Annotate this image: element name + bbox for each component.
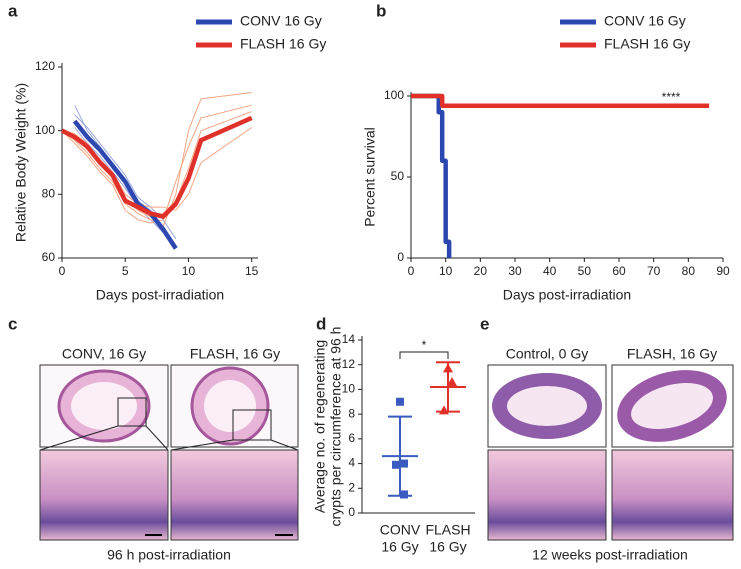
y-tick-label: 12: [342, 357, 356, 371]
series-line: [411, 93, 452, 258]
x-tick-label: 16 Gy: [381, 539, 418, 555]
x-tick-label: 20: [474, 264, 488, 278]
x-tick-label: 30: [508, 264, 522, 278]
y-tick-label: 100: [384, 88, 404, 102]
x-tick-label: 70: [647, 264, 661, 278]
image-title: FLASH, 16 Gy: [627, 346, 717, 362]
x-tick-label: 60: [612, 264, 626, 278]
y-tick-label: 8: [348, 406, 355, 420]
image-caption: 12 weeks post-irradiation: [532, 547, 688, 563]
y-tick-label: 2: [348, 480, 355, 494]
image-title: CONV, 16 Gy: [62, 346, 146, 362]
x-tick-label: 50: [578, 264, 592, 278]
y-tick-label: 60: [42, 250, 56, 264]
panel-letter: c: [8, 314, 17, 333]
series-line: [72, 119, 178, 250]
annotation: ****: [662, 90, 681, 104]
individual-line: [61, 111, 252, 218]
data-point: [396, 397, 404, 406]
x-tick-label: 40: [543, 264, 557, 278]
y-axis-label: Percent survival: [362, 127, 378, 227]
data-point: [400, 459, 408, 468]
legend-label: FLASH 16 Gy: [240, 36, 326, 52]
x-tick-label: 10: [182, 264, 196, 278]
panel-letter: a: [8, 1, 18, 20]
legend-label: FLASH 16 Gy: [604, 36, 690, 52]
data-point: [439, 405, 449, 415]
x-tick-label: 80: [682, 264, 696, 278]
data-point: [400, 490, 408, 499]
x-tick-label: 16 Gy: [429, 539, 466, 555]
panel-letter: d: [316, 314, 326, 333]
y-axis-label: Average no. of regenerating: [312, 340, 328, 513]
data-point: [447, 377, 457, 387]
y-tick-label: 6: [348, 431, 355, 445]
y-tick-label: 50: [391, 169, 405, 183]
x-tick-label: 10: [439, 264, 453, 278]
x-tick-label: 90: [716, 264, 730, 278]
y-tick-label: 100: [35, 123, 55, 137]
panel-letter: b: [376, 1, 386, 20]
y-tick-label: 4: [348, 456, 355, 470]
x-tick-label: FLASH: [425, 522, 470, 538]
y-tick-label: 120: [35, 59, 55, 73]
y-axis-label: Relative Body Weight (%): [13, 83, 29, 242]
image-caption: 96 h post-irradiation: [107, 547, 231, 563]
x-tick-label: CONV: [380, 522, 421, 538]
image-title: FLASH, 16 Gy: [190, 346, 280, 362]
series-line: [411, 93, 710, 108]
individual-line: [61, 91, 252, 227]
y-tick-label: 80: [42, 187, 56, 201]
significance-bracket: [399, 351, 449, 359]
panel-letter: e: [480, 314, 489, 333]
significance: *: [422, 338, 427, 352]
x-axis-label: Days post-irradiation: [503, 287, 631, 303]
data-point: [443, 363, 453, 373]
series-line: [60, 115, 253, 219]
x-tick-label: 0: [59, 264, 66, 278]
y-tick-label: 14: [342, 332, 356, 346]
y-axis-label: crypts per circumference at 96 h: [328, 327, 344, 527]
x-tick-label: 0: [408, 264, 415, 278]
legend-label: CONV 16 Gy: [240, 13, 322, 29]
x-tick-label: 5: [122, 264, 129, 278]
legend-label: CONV 16 Gy: [604, 13, 686, 29]
x-tick-label: 15: [245, 264, 259, 278]
image-title: Control, 0 Gy: [506, 346, 588, 362]
data-point: [392, 460, 400, 469]
y-tick-label: 10: [342, 382, 356, 396]
x-axis-label: Days post-irradiation: [96, 287, 224, 303]
individual-line: [61, 104, 252, 224]
y-tick-label: 0: [348, 505, 355, 519]
histology-e: [487, 364, 734, 541]
histology-c: [39, 364, 299, 541]
y-tick-label: 0: [397, 250, 404, 264]
